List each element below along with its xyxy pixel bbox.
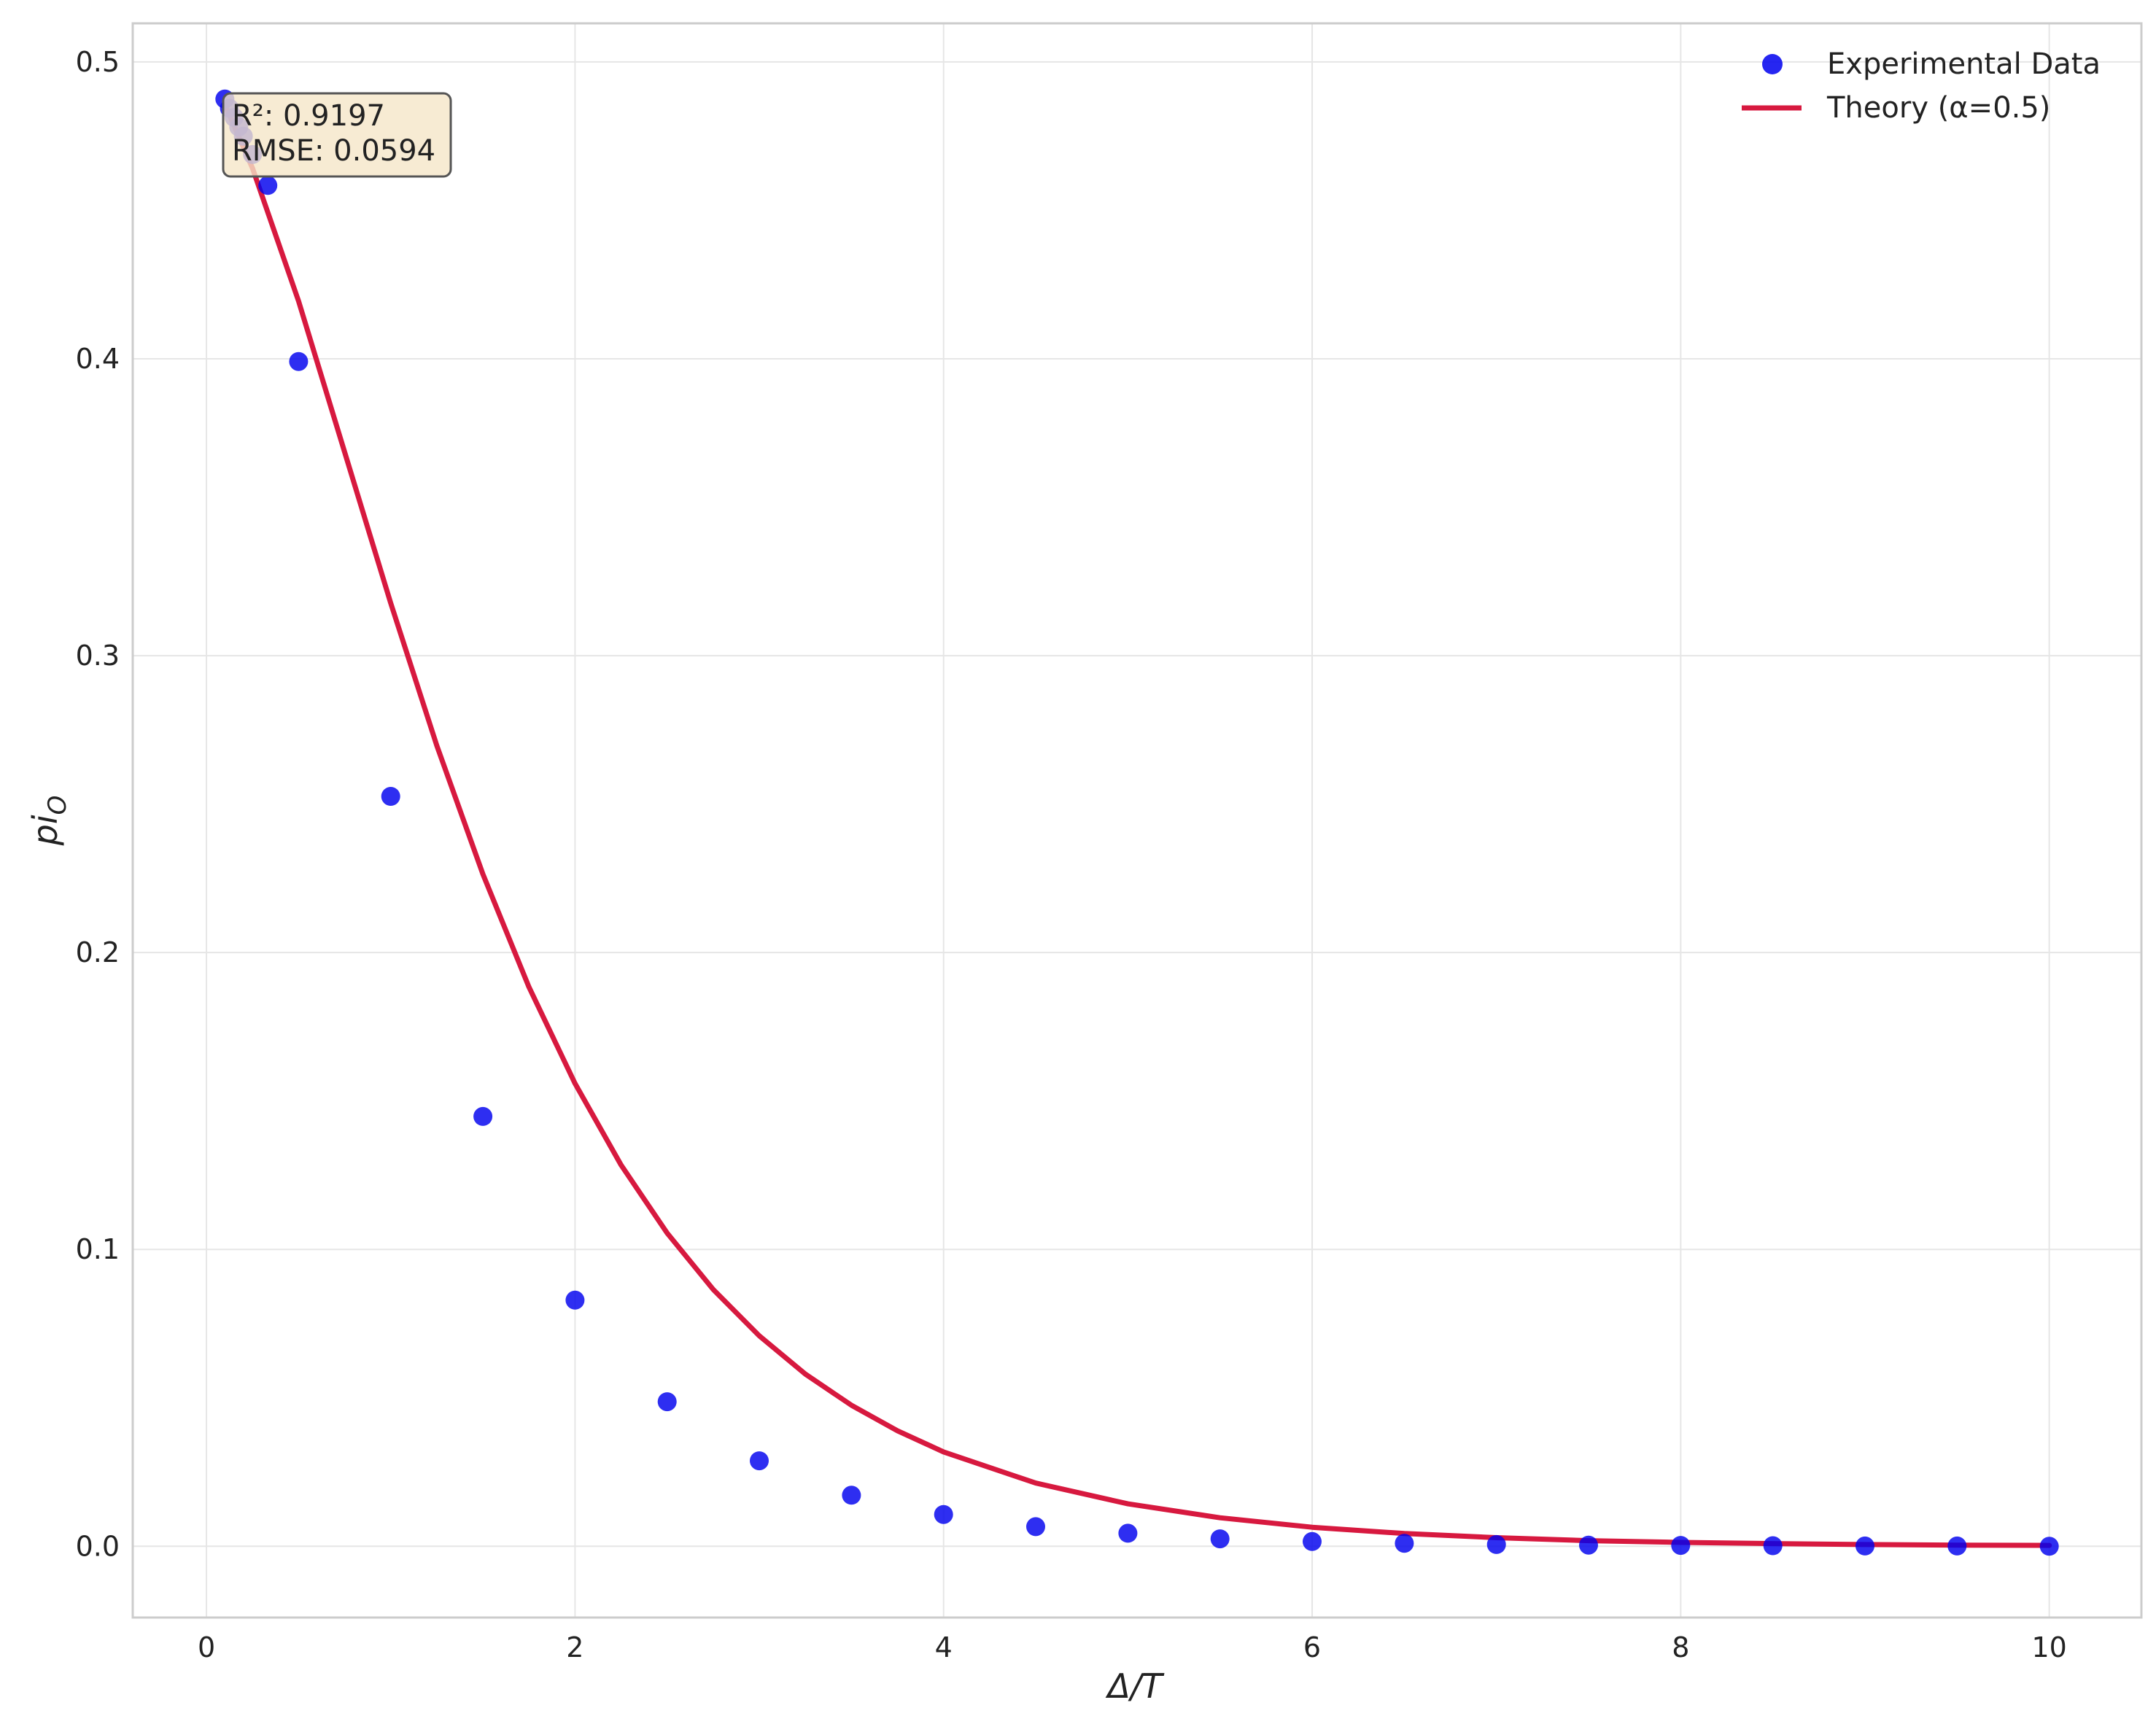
grid <box>133 23 2141 1618</box>
data-point <box>2039 1537 2059 1556</box>
data-point <box>565 1290 585 1310</box>
stats-annotation: R²: 0.9197 RMSE: 0.0594 <box>222 92 452 178</box>
data-point <box>1395 1534 1414 1553</box>
x-tick-label: 6 <box>1303 1631 1321 1663</box>
stats-box <box>222 92 452 178</box>
x-ticks: 0 2 4 6 8 10 <box>198 1631 2067 1663</box>
legend: Experimental Data Theory (α=0.5) <box>1742 47 2101 125</box>
data-point <box>1118 1523 1138 1543</box>
legend-label-experimental: Experimental Data <box>1827 47 2101 81</box>
legend-label-theory: Theory (α=0.5) <box>1826 91 2050 125</box>
y-tick-label: 0.3 <box>76 640 120 672</box>
y-tick-label: 0.1 <box>76 1233 120 1265</box>
data-point <box>1486 1534 1506 1554</box>
x-tick-label: 8 <box>1672 1631 1689 1663</box>
data-point <box>934 1504 953 1524</box>
data-point <box>1026 1517 1045 1537</box>
plot-area-frame <box>131 22 2143 1619</box>
x-axis-label: Δ/T <box>1105 1666 1165 1706</box>
data-point <box>1947 1536 1967 1556</box>
data-point <box>657 1392 677 1412</box>
data-point <box>1303 1531 1322 1551</box>
y-ticks: 0.0 0.1 0.2 0.3 0.4 0.5 <box>76 46 120 1562</box>
y-tick-label: 0.5 <box>76 46 120 78</box>
data-point <box>1579 1535 1598 1555</box>
y-axis-label-subscript: O <box>43 796 72 815</box>
x-tick-label: 4 <box>935 1631 953 1663</box>
rmse-text: RMSE: 0.0594 <box>232 134 435 168</box>
data-point <box>381 787 400 806</box>
data-point <box>258 176 278 195</box>
x-tick-label: 0 <box>198 1631 215 1663</box>
r2-text: R²: 0.9197 <box>232 99 385 133</box>
data-point <box>1671 1536 1691 1556</box>
x-tick-label: 10 <box>2031 1631 2066 1663</box>
data-point <box>473 1106 493 1126</box>
data-point <box>750 1451 769 1471</box>
x-tick-label: 2 <box>566 1631 583 1663</box>
data-point <box>289 352 309 371</box>
data-point <box>1210 1529 1230 1549</box>
y-tick-label: 0.0 <box>76 1530 120 1562</box>
legend-marker-experimental <box>1762 54 1783 74</box>
data-point <box>1763 1536 1783 1556</box>
y-axis-label-base: pi <box>26 815 65 846</box>
y-tick-label: 0.4 <box>76 343 120 375</box>
data-point <box>1856 1536 1874 1556</box>
theory-line <box>222 102 2052 1548</box>
data-point <box>842 1486 861 1505</box>
y-tick-label: 0.2 <box>76 936 120 968</box>
y-axis-label: piO <box>26 796 72 847</box>
